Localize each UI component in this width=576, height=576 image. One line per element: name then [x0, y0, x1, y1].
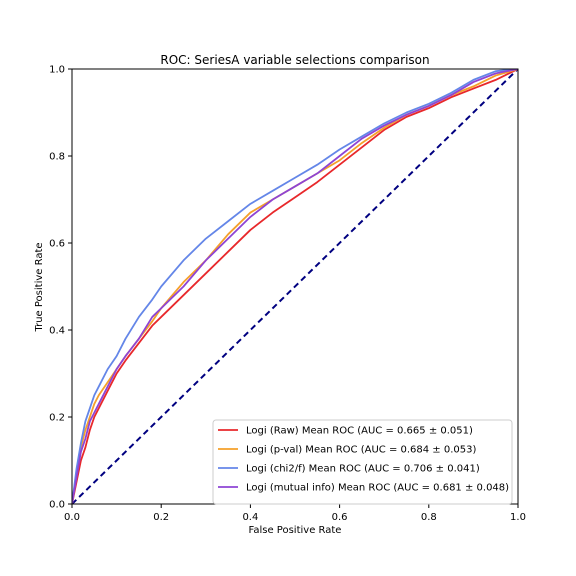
x-tick-label: 0.6 [332, 512, 348, 523]
legend-label-2: Logi (chi2/f) Mean ROC (AUC = 0.706 ± 0.… [246, 464, 480, 475]
x-tick-label: 0.2 [153, 512, 169, 523]
roc-series-line-0 [72, 69, 518, 504]
legend: Logi (Raw) Mean ROC (AUC = 0.665 ± 0.051… [212, 419, 513, 505]
chart-title: ROC: SeriesA variable selections compari… [160, 53, 429, 67]
legend-label-3: Logi (mutual info) Mean ROC (AUC = 0.681… [246, 483, 509, 494]
chance-diagonal-line [72, 69, 518, 504]
y-tick-label: 0.6 [49, 239, 65, 250]
y-tick-label: 0.2 [49, 413, 65, 424]
plot-area [72, 69, 518, 504]
x-tick-label: 0.8 [421, 512, 437, 523]
y-axis-label: True Positive Rate [34, 242, 45, 332]
legend-label-1: Logi (p-val) Mean ROC (AUC = 0.684 ± 0.0… [246, 445, 476, 456]
x-tick-label: 0.4 [242, 512, 258, 523]
x-axis-label: False Positive Rate [249, 525, 342, 536]
roc-series-line-2 [72, 69, 518, 504]
legend-box [212, 419, 513, 505]
y-tick-label: 1.0 [49, 65, 65, 76]
x-tick-label: 1.0 [510, 512, 526, 523]
x-tick-label: 0.0 [64, 512, 80, 523]
legend-label-0: Logi (Raw) Mean ROC (AUC = 0.665 ± 0.051… [246, 426, 473, 437]
roc-series-line-3 [72, 69, 518, 504]
axes: 0.0 0.2 0.4 0.6 0.8 1.0 0.0 0.2 0.4 0.6 0.8 1.0 [49, 65, 526, 524]
y-tick-label: 0.8 [49, 152, 65, 163]
y-tick-label: 0.0 [49, 500, 65, 511]
y-tick-label: 0.4 [49, 326, 65, 337]
